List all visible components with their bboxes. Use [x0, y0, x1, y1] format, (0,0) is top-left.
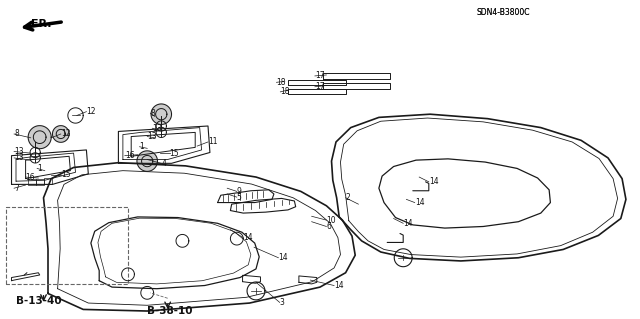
Text: 14: 14 [429, 177, 438, 186]
Text: 10: 10 [326, 216, 336, 225]
Text: 9: 9 [237, 187, 242, 196]
Text: 1: 1 [37, 164, 42, 173]
Text: 17: 17 [315, 82, 324, 91]
Text: 7: 7 [14, 184, 19, 193]
Text: 18: 18 [276, 78, 286, 87]
Bar [36, 180, 44, 185]
Text: 8: 8 [150, 109, 155, 118]
Text: 15: 15 [170, 149, 179, 158]
Text: 13: 13 [14, 147, 24, 156]
Text: SDN4-B3800C: SDN4-B3800C [477, 8, 531, 17]
Text: 17: 17 [315, 71, 324, 80]
Text: FR.: FR. [31, 19, 51, 29]
Bar [44, 178, 52, 184]
Text: 13: 13 [147, 132, 157, 141]
Text: B-13-40: B-13-40 [16, 296, 61, 307]
Polygon shape [137, 151, 157, 171]
Text: 14: 14 [415, 198, 424, 207]
Text: 13: 13 [152, 124, 162, 133]
Text: 12: 12 [86, 107, 96, 116]
Text: B-38-10: B-38-10 [147, 306, 193, 316]
Polygon shape [28, 126, 51, 149]
Text: 14: 14 [334, 281, 344, 290]
Bar [28, 180, 36, 185]
Polygon shape [151, 104, 172, 124]
Text: 18: 18 [280, 87, 290, 96]
Text: 5: 5 [237, 193, 242, 202]
Text: 13: 13 [14, 153, 24, 162]
Text: 6: 6 [326, 222, 332, 231]
Text: 2: 2 [346, 193, 350, 202]
Text: 4: 4 [161, 159, 166, 168]
Text: 15: 15 [61, 170, 70, 179]
Text: 14: 14 [278, 253, 288, 262]
Text: SDN4-B3800C: SDN4-B3800C [477, 8, 531, 17]
Text: 11: 11 [208, 137, 218, 146]
Text: 1: 1 [140, 142, 144, 151]
Text: 14: 14 [403, 219, 413, 228]
Polygon shape [52, 126, 69, 142]
Text: 8: 8 [14, 130, 19, 138]
Text: 16: 16 [125, 151, 134, 160]
Text: 12: 12 [61, 130, 70, 138]
Text: 14: 14 [243, 233, 253, 242]
Text: 3: 3 [280, 298, 285, 307]
Text: 16: 16 [26, 173, 35, 182]
